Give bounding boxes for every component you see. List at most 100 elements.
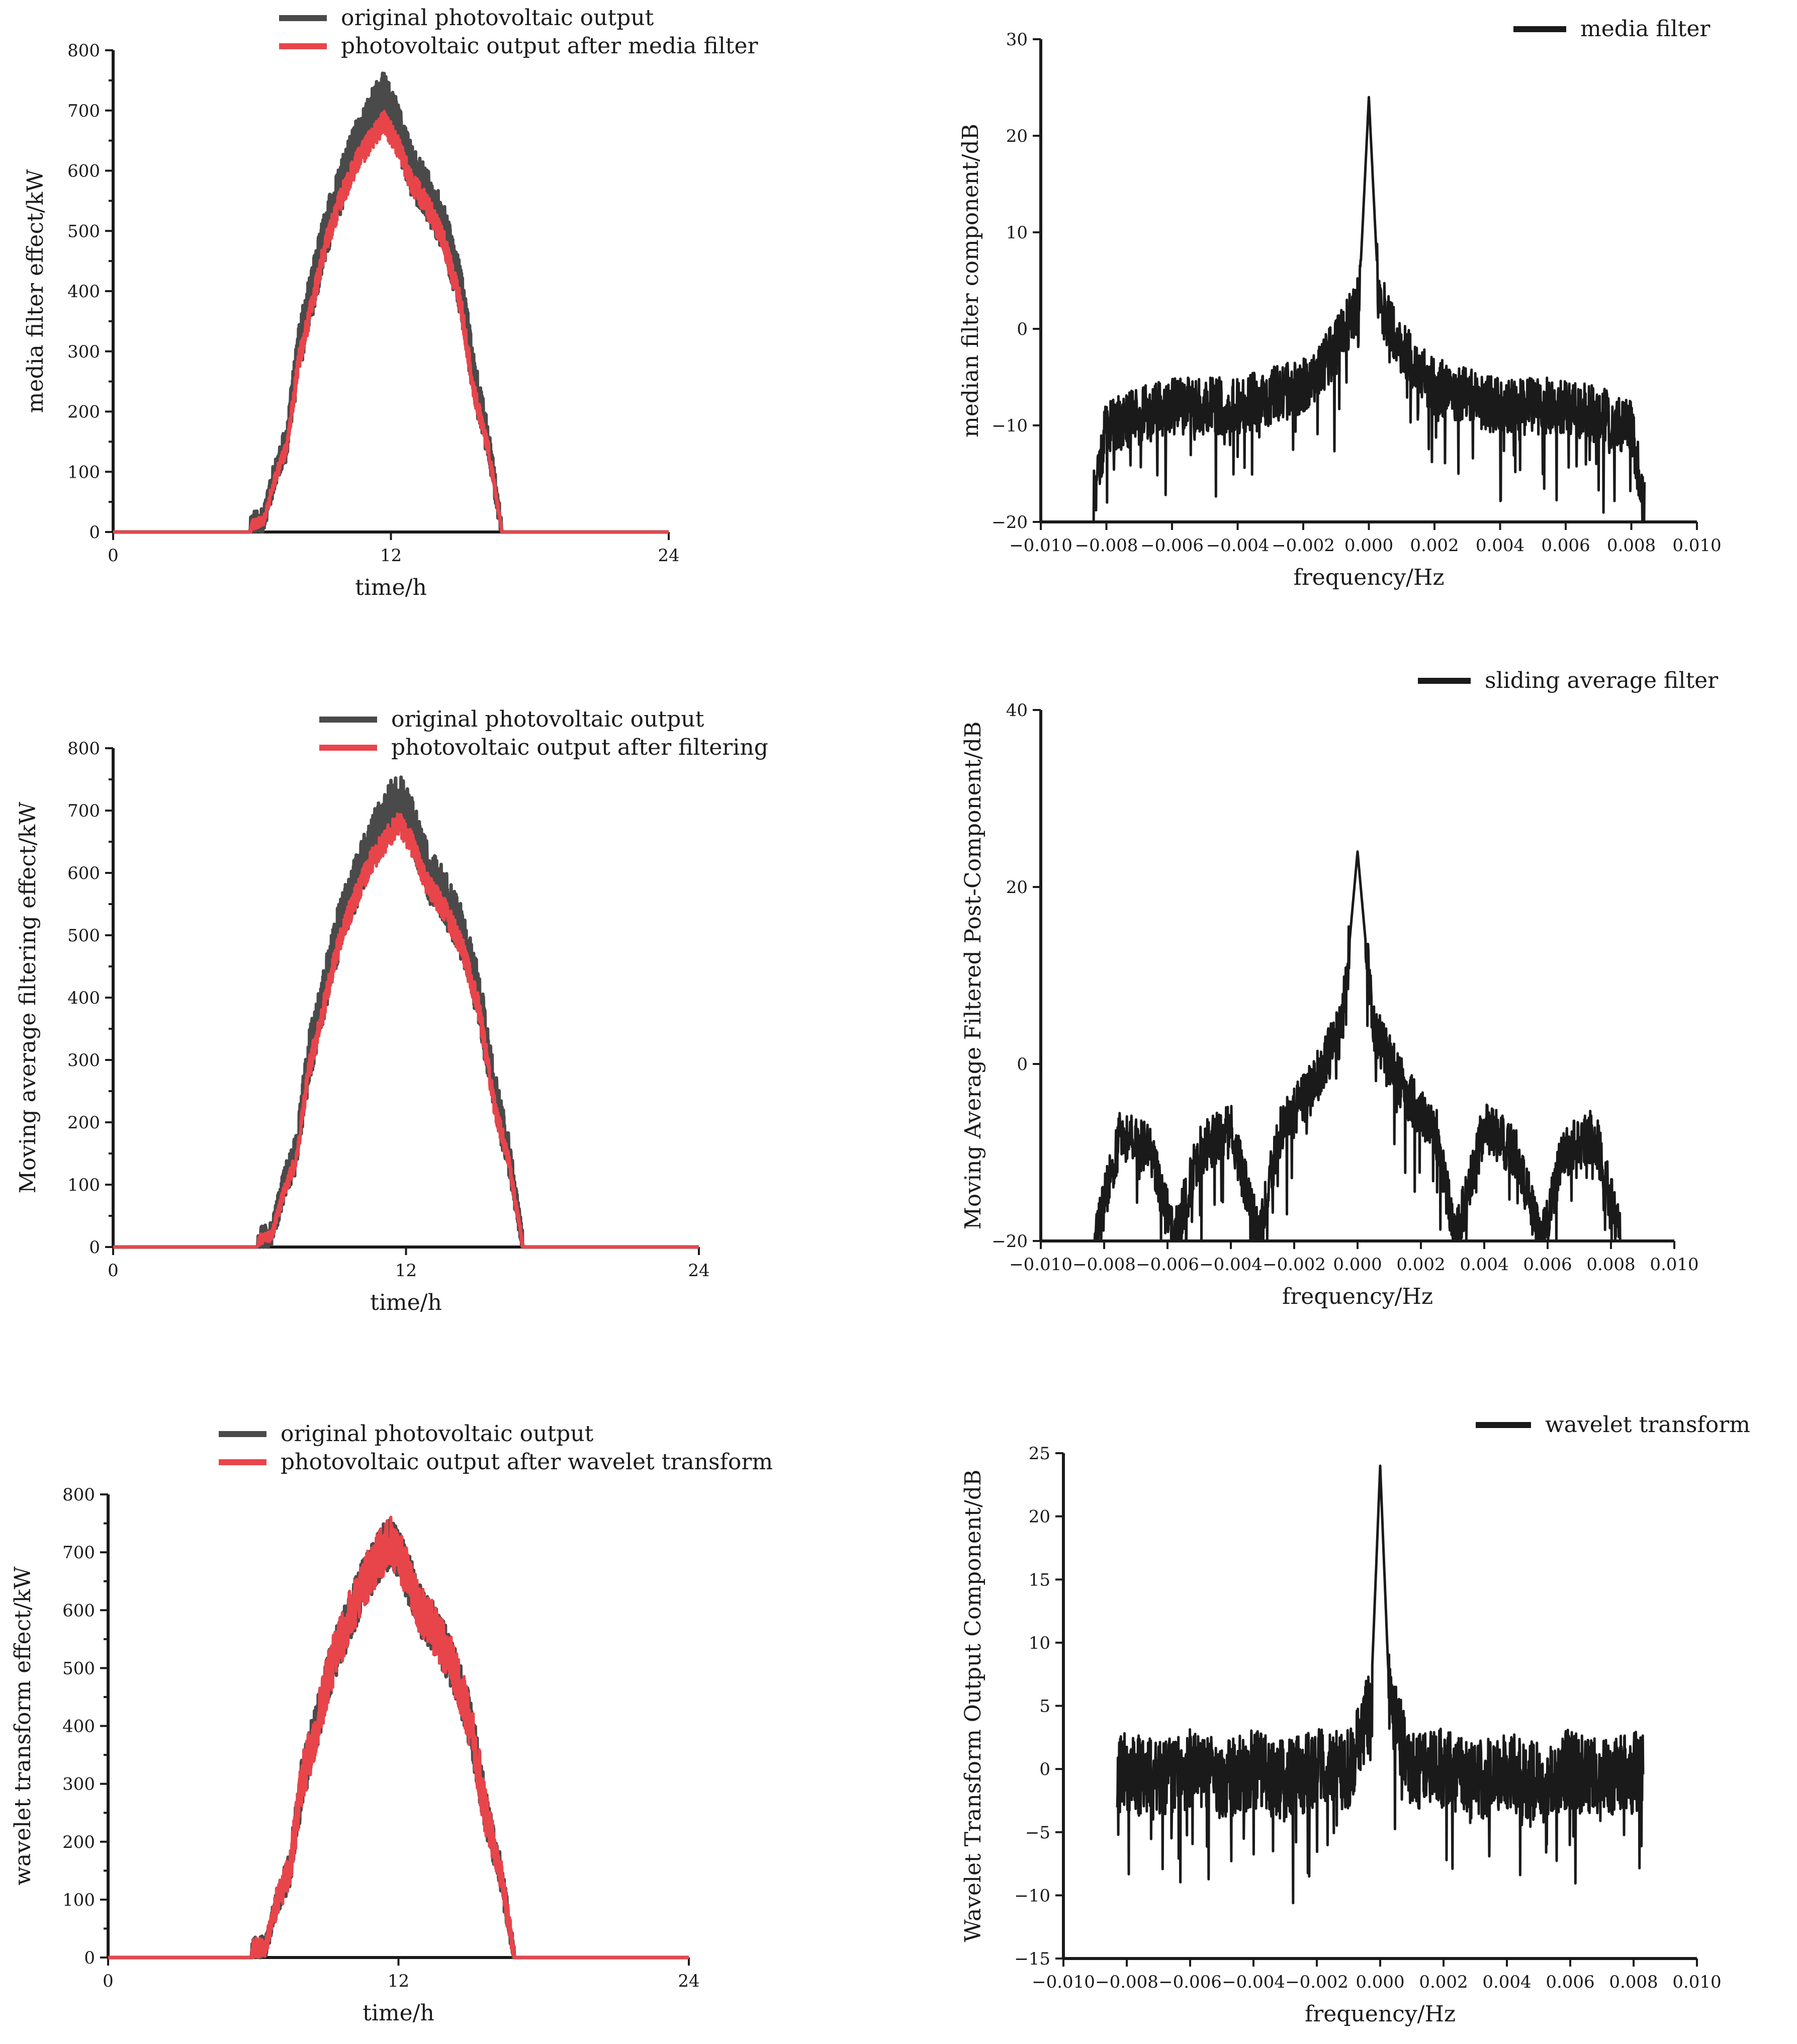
x-tick-label: 0.004: [1482, 1972, 1531, 1992]
y-tick-label: −5: [1025, 1823, 1050, 1843]
y-tick-label: 0: [1017, 319, 1028, 339]
x-tick-label: −0.002: [1285, 1972, 1349, 1992]
y-tick-label: 0: [89, 1237, 100, 1258]
y-axis-label: median filter component/dB: [958, 124, 983, 437]
y-tick-label: 800: [67, 41, 100, 61]
x-tick-label: 0.008: [1609, 1972, 1658, 1992]
panel-6: −0.010 −0.008 −0.006 −0.004 −0.002 0.000 0.002…: [960, 1412, 1750, 2027]
x-tick-label: 12: [388, 1971, 409, 1991]
x-tick-label: −0.010: [1009, 536, 1072, 556]
y-tick-label: 20: [1006, 877, 1028, 898]
y-tick-label: 800: [67, 739, 100, 759]
y-tick-label: 40: [1006, 700, 1028, 721]
y-tick-label: 100: [62, 1890, 95, 1910]
y-tick-label: −15: [1014, 1949, 1050, 1969]
x-axis-label: time/h: [370, 1290, 442, 1315]
y-tick-label: 300: [67, 342, 100, 362]
x-tick-label: −0.010: [1009, 1255, 1072, 1275]
x-tick-label: 0.004: [1460, 1255, 1508, 1275]
x-axis-label: frequency/Hz: [1305, 2001, 1456, 2027]
x-tick-label: −0.004: [1206, 536, 1270, 556]
y-tick-label: 15: [1029, 1570, 1050, 1590]
legend-label: original photovoltaic output: [341, 5, 654, 31]
x-tick-label: 0.004: [1476, 536, 1524, 556]
legend-label: sliding average filter: [1485, 668, 1719, 693]
x-tick-label: −0.008: [1072, 1255, 1136, 1275]
y-tick-label: −20: [992, 512, 1028, 532]
series-line-secondary: [112, 812, 700, 1249]
y-tick-label: 400: [67, 282, 100, 302]
y-axis-label: Moving average filtering effect/kW: [15, 802, 41, 1193]
series-line-primary: [1116, 1464, 1645, 1905]
x-tick-label: 0: [103, 1971, 114, 1991]
x-tick-label: −0.002: [1272, 536, 1335, 556]
x-tick-label: −0.008: [1095, 1972, 1158, 1992]
x-tick-label: 12: [395, 1261, 417, 1281]
y-tick-label: 700: [67, 101, 100, 121]
y-tick-label: 700: [67, 801, 100, 821]
x-tick-label: 24: [678, 1971, 699, 1991]
x-tick-label: 0.002: [1396, 1255, 1445, 1275]
y-tick-label: 20: [1006, 126, 1028, 146]
x-tick-label: 0.006: [1541, 536, 1590, 556]
legend-label: media filter: [1580, 16, 1711, 42]
series-line-primary: [1093, 850, 1622, 1242]
x-axis-label: frequency/Hz: [1282, 1284, 1433, 1309]
legend-label: photovoltaic output after wavelet transf…: [281, 1449, 773, 1475]
y-tick-label: −20: [992, 1231, 1028, 1252]
y-tick-label: 300: [67, 1050, 100, 1071]
y-tick-label: 200: [62, 1832, 95, 1852]
series-line-secondary: [112, 110, 670, 534]
y-tick-label: 25: [1029, 1444, 1050, 1464]
x-tick-label: −0.002: [1263, 1255, 1326, 1275]
legend-label: photovoltaic output after filtering: [391, 735, 768, 760]
legend-label: photovoltaic output after media filter: [341, 33, 759, 59]
y-axis-label: Moving Average Filtered Post-Component/d…: [960, 722, 986, 1230]
y-axis-label: Wavelet Transform Output Component/dB: [960, 1470, 986, 1942]
y-tick-label: 600: [67, 863, 100, 883]
x-tick-label: 0.006: [1523, 1255, 1572, 1275]
x-tick-label: −0.006: [1136, 1255, 1199, 1275]
x-axis-label: time/h: [355, 575, 427, 600]
x-tick-label: 0: [108, 1261, 119, 1281]
x-axis-label: frequency/Hz: [1293, 565, 1444, 590]
series-line-secondary: [107, 1516, 690, 1959]
series-line-primary: [1092, 96, 1646, 523]
y-tick-label: 0: [84, 1948, 95, 1968]
panel-2: −0.010 −0.008 −0.006 −0.004 −0.002 0.000 0.002…: [958, 16, 1722, 590]
y-tick-label: 500: [62, 1658, 95, 1678]
y-tick-label: 500: [67, 926, 100, 946]
x-tick-label: 0.002: [1410, 536, 1459, 556]
x-tick-label: 0.002: [1419, 1972, 1468, 1992]
y-tick-label: 600: [62, 1601, 95, 1621]
legend-label: original photovoltaic output: [391, 706, 704, 732]
x-tick-label: 0.010: [1672, 1972, 1721, 1992]
y-tick-label: 400: [62, 1717, 95, 1737]
x-tick-label: −0.006: [1140, 536, 1204, 556]
x-tick-label: 0.008: [1607, 536, 1656, 556]
y-tick-label: 10: [1029, 1633, 1050, 1653]
y-tick-label: 0: [1039, 1759, 1050, 1780]
x-tick-label: 24: [658, 546, 679, 566]
x-tick-label: 24: [688, 1261, 709, 1281]
x-tick-label: −0.004: [1222, 1972, 1285, 1992]
x-tick-label: 0.010: [1672, 536, 1721, 556]
x-tick-label: 0.010: [1650, 1255, 1698, 1275]
x-tick-label: −0.008: [1075, 536, 1138, 556]
x-tick-label: −0.004: [1199, 1255, 1263, 1275]
x-tick-label: −0.006: [1158, 1972, 1222, 1992]
x-tick-label: 0: [108, 546, 119, 566]
x-tick-label: 0.006: [1546, 1972, 1594, 1992]
x-tick-label: 12: [380, 546, 402, 566]
y-tick-label: −10: [992, 416, 1028, 436]
legend-label: original photovoltaic output: [281, 1421, 594, 1447]
panel-4: −0.010 −0.008 −0.006 −0.004 −0.002 0.000 0.002…: [960, 668, 1719, 1309]
x-tick-label: −0.010: [1032, 1972, 1095, 1992]
y-tick-label: 200: [67, 1113, 100, 1133]
x-tick-label: 0.000: [1333, 1255, 1382, 1275]
y-tick-label: 0: [1017, 1054, 1028, 1075]
y-axis-label: media filter effect/kW: [23, 169, 48, 413]
x-tick-label: 0.000: [1356, 1972, 1404, 1992]
y-tick-label: 10: [1006, 223, 1028, 243]
